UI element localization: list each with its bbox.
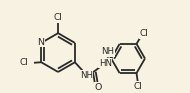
Text: HN: HN xyxy=(99,59,112,68)
Text: NH: NH xyxy=(101,47,114,56)
Text: Cl: Cl xyxy=(140,29,148,38)
Text: Cl: Cl xyxy=(133,82,142,91)
Text: Cl: Cl xyxy=(19,58,28,67)
Text: N: N xyxy=(37,38,44,47)
Text: NH: NH xyxy=(80,71,93,80)
Text: Cl: Cl xyxy=(54,13,63,22)
Text: O: O xyxy=(95,83,102,92)
